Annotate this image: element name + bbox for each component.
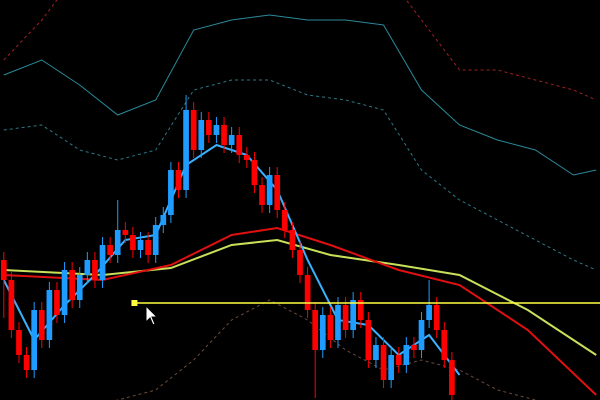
candle-body <box>327 315 334 340</box>
candle-body <box>152 225 159 255</box>
candle-body <box>168 170 174 215</box>
candle-body <box>99 245 106 280</box>
candle-body <box>418 320 425 350</box>
candle-body <box>373 345 379 360</box>
candle-body <box>31 310 38 370</box>
candle-body <box>281 210 288 230</box>
candle-body <box>23 355 30 370</box>
candle-body <box>357 300 364 320</box>
level-anchor <box>131 300 138 306</box>
candle-body <box>175 170 182 190</box>
candle-body <box>304 275 311 310</box>
candle-body <box>251 160 258 185</box>
candle-body <box>198 120 205 150</box>
candle-body <box>69 270 75 300</box>
candle-body <box>395 355 402 365</box>
candle-body <box>145 240 151 255</box>
candle-body <box>380 345 387 380</box>
candle-body <box>411 345 417 350</box>
candle-body <box>54 290 60 315</box>
mouse-cursor <box>145 304 159 326</box>
candle-body <box>388 355 394 380</box>
candle-body <box>206 120 212 135</box>
candle-body <box>259 185 265 205</box>
candle-body <box>312 310 319 350</box>
candle-body <box>335 305 341 340</box>
candle-body <box>441 330 448 360</box>
indicator-line <box>3 14 597 176</box>
candle-body <box>8 280 15 330</box>
candle-body <box>319 315 326 350</box>
candle-body <box>228 135 235 145</box>
candle-body <box>122 230 129 235</box>
candle-body <box>107 245 113 255</box>
candle-body <box>84 260 91 275</box>
indicator-line <box>3 226 597 396</box>
candle-body <box>350 300 357 330</box>
candle-body <box>426 305 432 320</box>
candle-body <box>0 260 7 280</box>
candle-body <box>114 230 121 255</box>
candle-body <box>297 250 303 275</box>
candle-body <box>236 135 243 155</box>
candle-body <box>137 240 144 250</box>
indicator-line <box>3 79 597 271</box>
candle-body <box>403 345 410 365</box>
candle-body <box>221 125 227 145</box>
candle-body <box>46 290 53 340</box>
candle-body <box>76 275 83 300</box>
candle-body <box>289 230 296 250</box>
candle-body <box>433 305 440 330</box>
candle-body <box>61 270 68 315</box>
candle-body <box>449 360 455 395</box>
candle-body <box>130 235 136 250</box>
candle-body <box>183 110 189 190</box>
candle-body <box>190 110 197 150</box>
candle-body <box>365 320 372 360</box>
candle-body <box>342 305 349 330</box>
candle-body <box>213 125 220 135</box>
candle-body <box>243 155 250 160</box>
candle-body <box>16 330 22 355</box>
indicator-line <box>115 299 538 400</box>
candle-body <box>160 215 167 225</box>
candle-body <box>266 175 273 205</box>
candle-body <box>274 175 281 210</box>
candle-body <box>38 310 45 340</box>
candle-body <box>92 260 98 280</box>
